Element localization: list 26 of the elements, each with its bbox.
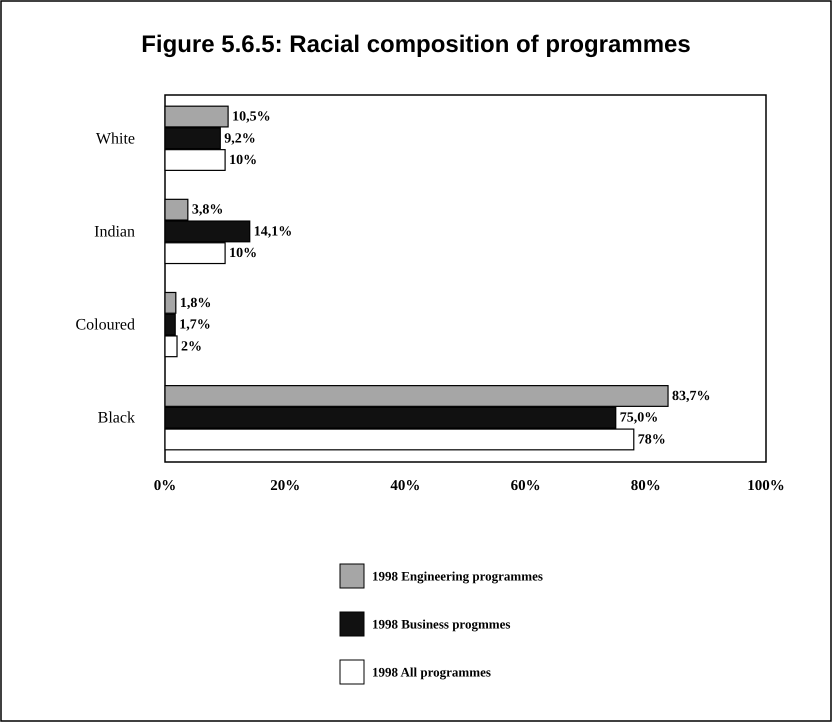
data-label: 83,7% bbox=[672, 388, 711, 404]
legend-label: 1998 Engineering programmes bbox=[372, 568, 543, 584]
data-label: 10% bbox=[229, 246, 258, 262]
y-tick-label: White bbox=[96, 130, 135, 148]
x-tick-label: 100% bbox=[747, 478, 785, 494]
y-tick-label: Coloured bbox=[75, 316, 135, 334]
y-tick-label: Indian bbox=[94, 223, 135, 240]
data-label: 1,8% bbox=[180, 296, 212, 311]
x-tick-label: 40% bbox=[390, 478, 420, 494]
chart-title: Figure 5.6.5: Racial composition of programmes bbox=[141, 31, 691, 58]
data-label: 10% bbox=[229, 153, 258, 168]
data-label: 1,7% bbox=[179, 318, 211, 333]
data-label: 3,8% bbox=[192, 202, 224, 218]
legend-label: 1998 Business progmmes bbox=[372, 616, 510, 632]
x-tick-label: 80% bbox=[630, 478, 661, 494]
x-tick-label: 20% bbox=[270, 478, 300, 494]
legend-label: 1998 All programmes bbox=[372, 664, 491, 680]
y-tick-label: Black bbox=[98, 410, 135, 427]
data-label: 78% bbox=[638, 432, 666, 448]
x-tick-label: 60% bbox=[510, 478, 541, 494]
data-label: 10,5% bbox=[232, 110, 271, 125]
x-tick-label: 0% bbox=[154, 478, 176, 494]
data-label: 9,2% bbox=[224, 131, 256, 146]
data-label: 2% bbox=[181, 339, 202, 354]
data-label: 14,1% bbox=[254, 224, 292, 240]
data-label: 75,0% bbox=[620, 410, 658, 426]
